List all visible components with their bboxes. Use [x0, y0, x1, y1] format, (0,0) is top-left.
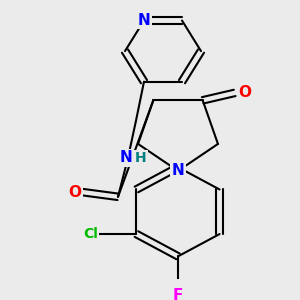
Text: F: F	[173, 288, 183, 300]
Text: N: N	[138, 13, 150, 28]
Text: O: O	[238, 85, 251, 100]
Text: N: N	[120, 150, 132, 165]
Text: H: H	[135, 151, 147, 165]
Text: O: O	[68, 185, 82, 200]
Text: Cl: Cl	[83, 227, 98, 241]
Text: N: N	[172, 164, 184, 178]
